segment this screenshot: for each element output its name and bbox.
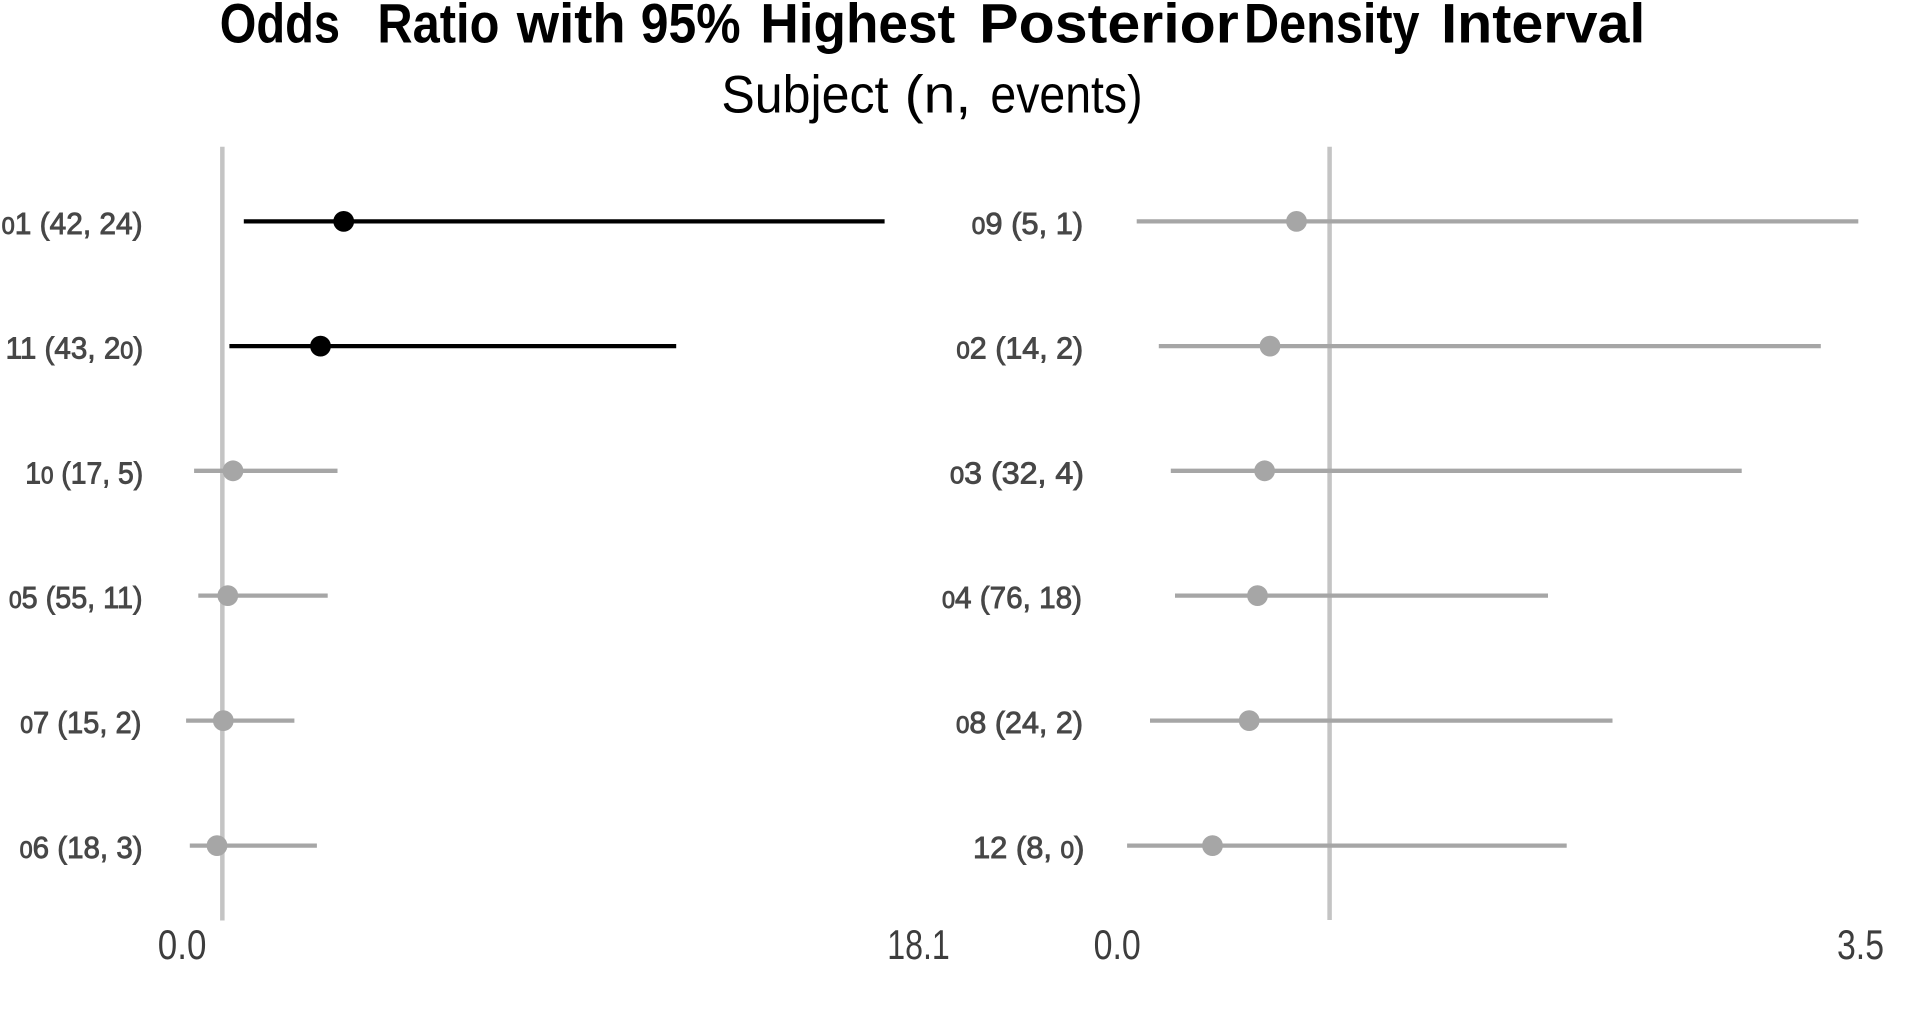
svg-text:0.0: 0.0: [1094, 921, 1141, 968]
svg-text:01 (42, 24): 01 (42, 24): [2, 206, 143, 241]
svg-text:Odds: Odds: [220, 0, 340, 55]
svg-text:Ratio: Ratio: [377, 0, 499, 55]
svg-text:05 (55, 11): 05 (55, 11): [9, 580, 143, 615]
svg-text:Subject: Subject: [721, 66, 888, 125]
svg-text:Density: Density: [1244, 0, 1420, 55]
svg-text:11 (43, 20): 11 (43, 20): [6, 331, 144, 366]
svg-text:Posterior: Posterior: [979, 0, 1239, 55]
svg-text:95%: 95%: [641, 0, 741, 55]
svg-text:Interval: Interval: [1441, 0, 1645, 55]
svg-text:04 (76, 18): 04 (76, 18): [942, 580, 1082, 615]
svg-text:with: with: [516, 0, 626, 55]
svg-text:events): events): [990, 66, 1142, 125]
svg-text:0.0: 0.0: [158, 921, 207, 968]
svg-text:09 (5, 1): 09 (5, 1): [972, 206, 1083, 241]
svg-text:18.1: 18.1: [887, 921, 950, 968]
svg-text:3.5: 3.5: [1837, 921, 1884, 968]
svg-text:Highest: Highest: [760, 0, 955, 55]
svg-text:07 (15, 2): 07 (15, 2): [20, 705, 141, 740]
svg-text:08 (24, 2): 08 (24, 2): [956, 705, 1083, 740]
svg-text:03 (32, 4): 03 (32, 4): [950, 455, 1084, 490]
svg-text:06 (18, 3): 06 (18, 3): [20, 830, 143, 865]
svg-text:(n,: (n,: [905, 66, 972, 125]
svg-text:02 (14, 2): 02 (14, 2): [956, 331, 1083, 366]
